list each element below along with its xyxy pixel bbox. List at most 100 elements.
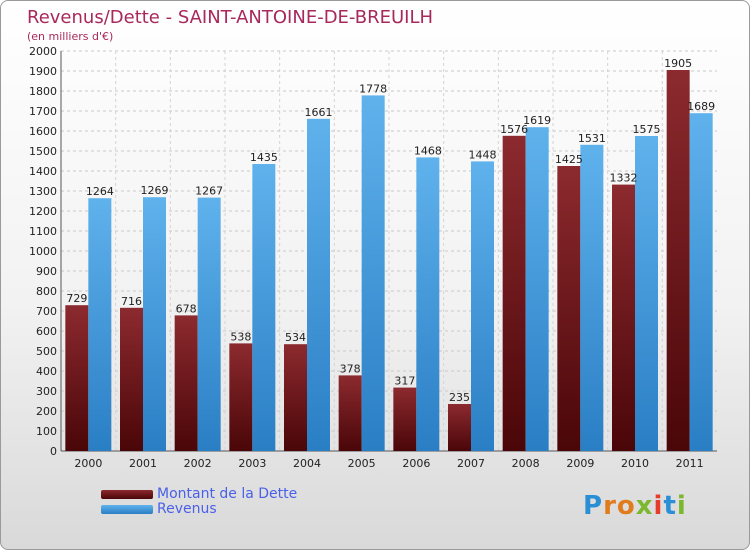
data-label-debt: 317 — [394, 375, 415, 388]
x-tick-label: 2009 — [566, 457, 594, 470]
bar-debt — [393, 387, 417, 451]
data-label-debt: 729 — [66, 292, 87, 305]
bar-debt — [666, 70, 690, 451]
y-tick-label: 300 — [36, 385, 57, 398]
y-tick-label: 200 — [36, 405, 57, 418]
data-label-debt: 716 — [121, 295, 142, 308]
bar-debt — [229, 343, 253, 451]
data-label-debt: 534 — [285, 331, 306, 344]
data-label-debt: 1332 — [610, 172, 638, 185]
x-tick-label: 2011 — [676, 457, 704, 470]
legend-label-revenus: Revenus — [157, 501, 217, 517]
x-tick-label: 2003 — [238, 457, 266, 470]
data-label-debt: 678 — [176, 302, 197, 315]
x-tick-label: 2000 — [74, 457, 102, 470]
logo-letter: i — [653, 491, 664, 521]
bar-revenus — [361, 95, 385, 452]
x-tick-label: 2002 — [184, 457, 212, 470]
bar-revenus — [525, 127, 549, 451]
logo-letter: t — [663, 491, 677, 521]
logo-letter: P — [583, 491, 604, 521]
y-tick-label: 800 — [36, 285, 57, 298]
data-label-revenus: 1619 — [523, 114, 551, 127]
logo-letter: r — [603, 491, 617, 521]
bar-debt — [120, 307, 143, 451]
y-tick-label: 700 — [36, 305, 57, 318]
y-tick-label: 100 — [36, 425, 57, 438]
y-tick-label: 2000 — [29, 45, 57, 58]
data-label-revenus: 1531 — [578, 132, 606, 145]
y-tick-label: 0 — [50, 445, 57, 458]
y-tick-label: 1200 — [29, 205, 57, 218]
bar-debt — [284, 344, 307, 451]
y-tick-label: 1000 — [29, 245, 57, 258]
data-label-revenus: 1435 — [250, 151, 278, 164]
bar-revenus — [635, 136, 658, 451]
y-tick-label: 1300 — [29, 185, 57, 198]
data-label-debt: 235 — [449, 391, 470, 404]
data-label-debt: 378 — [340, 362, 361, 375]
y-tick-label: 1600 — [29, 125, 57, 138]
data-label-revenus: 1264 — [86, 185, 114, 198]
x-tick-label: 2005 — [348, 457, 376, 470]
y-tick-label: 1700 — [29, 105, 57, 118]
labels-layer: 0 100 200 300 400 500 600 700 800 900 1000 1100 1200… — [29, 45, 715, 470]
grid-layer — [60, 50, 717, 452]
data-label-debt: 1905 — [664, 57, 692, 70]
bar-revenus — [88, 198, 112, 451]
bars-layer — [65, 70, 713, 452]
data-label-revenus: 1689 — [687, 100, 715, 113]
bar-debt — [65, 305, 89, 451]
bar-debt — [502, 135, 526, 452]
logo-letter: x — [635, 491, 654, 521]
bar-revenus — [307, 118, 330, 452]
data-label-revenus: 1661 — [305, 106, 333, 119]
data-label-revenus: 1448 — [469, 148, 497, 161]
data-label-revenus: 1468 — [414, 144, 442, 157]
data-label-debt: 538 — [230, 330, 251, 343]
y-tick-label: 1100 — [29, 225, 57, 238]
data-label-debt: 1425 — [555, 153, 583, 166]
bar-revenus — [416, 157, 440, 451]
bar-revenus — [197, 197, 221, 451]
data-label-revenus: 1778 — [359, 82, 387, 95]
x-tick-label: 2008 — [512, 457, 540, 470]
logo-letter: o — [616, 491, 636, 521]
logo-letter: i — [676, 491, 687, 521]
legend-swatch-revenus — [101, 505, 153, 514]
chart-title: Revenus/Dette - SAINT-ANTOINE-DE-BREUILH — [27, 7, 434, 28]
bar-debt — [338, 375, 362, 451]
x-tick-label: 2004 — [293, 457, 321, 470]
y-tick-label: 1900 — [29, 65, 57, 78]
x-tick-label: 2007 — [457, 457, 485, 470]
x-tick-label: 2006 — [402, 457, 430, 470]
data-label-debt: 1576 — [500, 123, 528, 136]
y-tick-label: 1800 — [29, 85, 57, 98]
legend-swatch-debt — [101, 490, 153, 499]
y-tick-label: 1500 — [29, 145, 57, 158]
y-tick-label: 600 — [36, 325, 57, 338]
data-label-revenus: 1575 — [633, 123, 661, 136]
bar-revenus — [143, 197, 166, 451]
y-tick-label: 900 — [36, 265, 57, 278]
bar-revenus — [580, 144, 604, 452]
bar-debt — [612, 184, 635, 451]
chart-subtitle: (en milliers d'€) — [27, 30, 114, 43]
x-tick-label: 2010 — [621, 457, 649, 470]
bar-debt — [557, 166, 581, 451]
x-tick-label: 2001 — [129, 457, 157, 470]
y-tick-label: 500 — [36, 345, 57, 358]
y-tick-label: 400 — [36, 365, 57, 378]
y-tick-label: 1400 — [29, 165, 57, 178]
bar-revenus — [689, 113, 713, 451]
bar-revenus — [252, 164, 276, 451]
proxiti-logo: Proxiti — [583, 491, 687, 521]
legend-label-debt: Montant de la Dette — [157, 486, 298, 502]
data-label-revenus: 1267 — [195, 185, 223, 198]
data-label-revenus: 1269 — [141, 184, 169, 197]
bar-debt — [174, 315, 198, 451]
bar-revenus — [471, 161, 494, 451]
bar-debt — [448, 404, 471, 451]
